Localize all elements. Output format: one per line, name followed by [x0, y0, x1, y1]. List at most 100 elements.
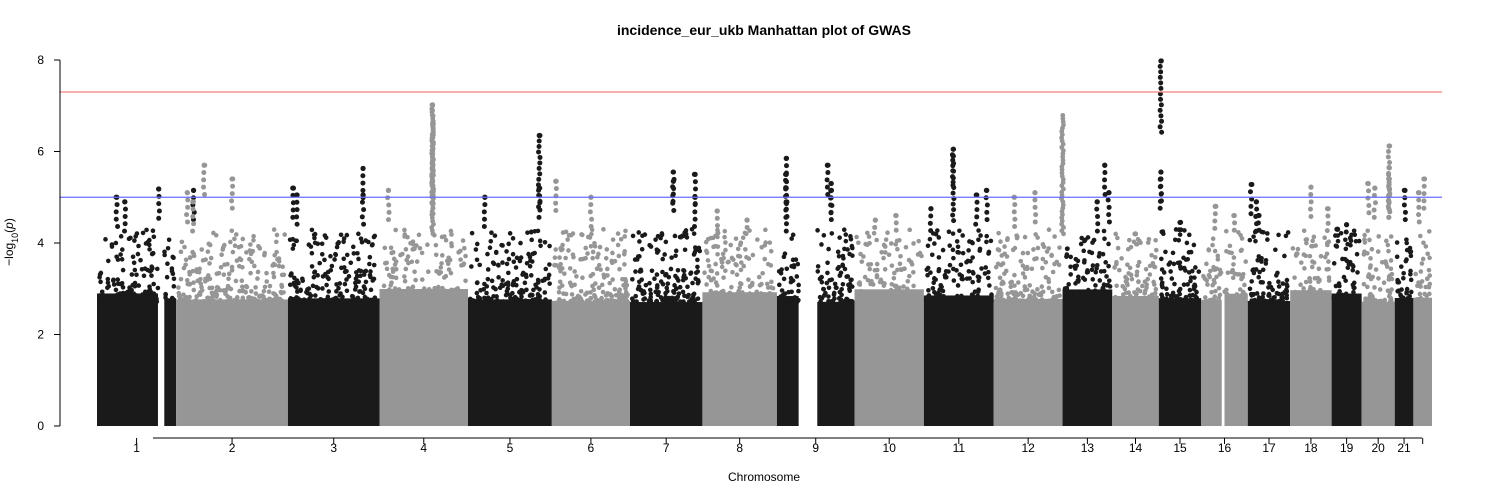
snp-point — [1425, 251, 1430, 257]
snp-point — [233, 232, 239, 237]
snp-point — [191, 253, 197, 259]
snp-point — [950, 247, 956, 253]
snp-point — [1022, 287, 1028, 293]
snp-point — [830, 299, 836, 304]
chromosome-15-points — [1157, 58, 1202, 426]
snp-point — [1106, 263, 1111, 269]
snp-point — [734, 272, 740, 278]
snp-point — [1082, 258, 1087, 263]
snp-point — [819, 295, 825, 301]
snp-point — [1032, 219, 1038, 225]
snp-point — [1104, 274, 1109, 279]
snp-point — [643, 282, 649, 288]
snp-point — [793, 299, 798, 304]
chromosome-11-points — [923, 146, 995, 426]
chart-title: incidence_eur_ukb Manhattan plot of GWAS — [617, 22, 911, 38]
snp-point — [715, 244, 721, 249]
chromosome-9-dense-band — [776, 296, 799, 426]
snp-point — [178, 249, 184, 255]
snp-point — [346, 274, 352, 279]
snp-point — [590, 271, 596, 277]
snp-point — [967, 239, 972, 244]
snp-point — [416, 232, 422, 238]
snp-point — [1025, 250, 1031, 256]
snp-point — [665, 289, 670, 294]
snp-point — [518, 240, 523, 246]
snp-point — [825, 170, 831, 176]
snp-point — [723, 247, 728, 253]
snp-point — [1340, 256, 1345, 262]
snp-point — [182, 244, 187, 250]
snp-point — [558, 261, 563, 267]
snp-point — [1103, 260, 1108, 265]
snp-point — [662, 252, 667, 257]
snp-point — [434, 299, 439, 304]
top-snp-point — [828, 187, 834, 193]
snp-point — [1238, 248, 1244, 254]
snp-point — [485, 251, 490, 257]
snp-point — [398, 252, 403, 258]
snp-point — [1212, 218, 1218, 224]
snp-point — [1164, 291, 1170, 297]
snp-point — [391, 256, 397, 262]
snp-point — [640, 233, 645, 239]
snp-point — [956, 250, 962, 255]
snp-point — [835, 266, 840, 272]
snp-point — [592, 298, 598, 304]
snp-point — [1158, 69, 1164, 75]
snp-point — [114, 202, 120, 208]
snp-point — [1362, 240, 1368, 245]
snp-point — [281, 290, 286, 295]
snp-point — [685, 284, 690, 290]
snp-point — [482, 295, 487, 301]
snp-point — [405, 254, 411, 259]
snp-point — [752, 296, 757, 302]
snp-point — [1029, 299, 1034, 304]
snp-point — [1201, 273, 1206, 279]
snp-point — [499, 282, 505, 288]
snp-point — [489, 230, 494, 235]
snp-point — [714, 271, 720, 276]
snp-point — [862, 274, 868, 280]
snp-point — [1106, 212, 1112, 218]
snp-point — [777, 282, 782, 288]
snp-point — [506, 256, 512, 262]
snp-point — [280, 264, 285, 270]
top-snp-point — [190, 187, 197, 193]
snp-point — [866, 234, 872, 239]
snp-point — [927, 220, 933, 226]
snp-point — [695, 264, 700, 270]
snp-point — [601, 227, 606, 232]
snp-point — [1368, 276, 1374, 282]
snp-point — [1311, 286, 1316, 292]
snp-point — [1187, 287, 1193, 293]
snp-point — [1384, 238, 1389, 244]
snp-point — [766, 296, 772, 302]
snp-point — [270, 263, 275, 268]
snp-point — [199, 299, 205, 304]
snp-point — [881, 299, 886, 304]
top-snp-point — [1177, 219, 1183, 226]
snp-point — [630, 276, 635, 282]
top-snp-point — [950, 146, 956, 152]
snp-point — [1357, 298, 1362, 303]
snp-point — [911, 241, 916, 246]
snp-point — [575, 295, 580, 301]
snp-point — [441, 275, 447, 280]
snp-point — [187, 272, 193, 277]
snp-point — [1402, 217, 1408, 223]
snp-point — [1039, 284, 1045, 289]
snp-point — [1012, 296, 1017, 302]
snp-point — [1308, 295, 1314, 301]
snp-point — [292, 275, 297, 281]
snp-point — [1153, 295, 1159, 300]
snp-point — [770, 293, 776, 298]
snp-point — [1258, 279, 1264, 285]
snp-point — [1114, 283, 1119, 289]
snp-point — [737, 285, 743, 290]
snp-point — [566, 248, 571, 253]
snp-point — [122, 206, 128, 212]
snp-point — [1339, 299, 1344, 304]
snp-point — [868, 261, 874, 267]
snp-point — [506, 270, 511, 276]
